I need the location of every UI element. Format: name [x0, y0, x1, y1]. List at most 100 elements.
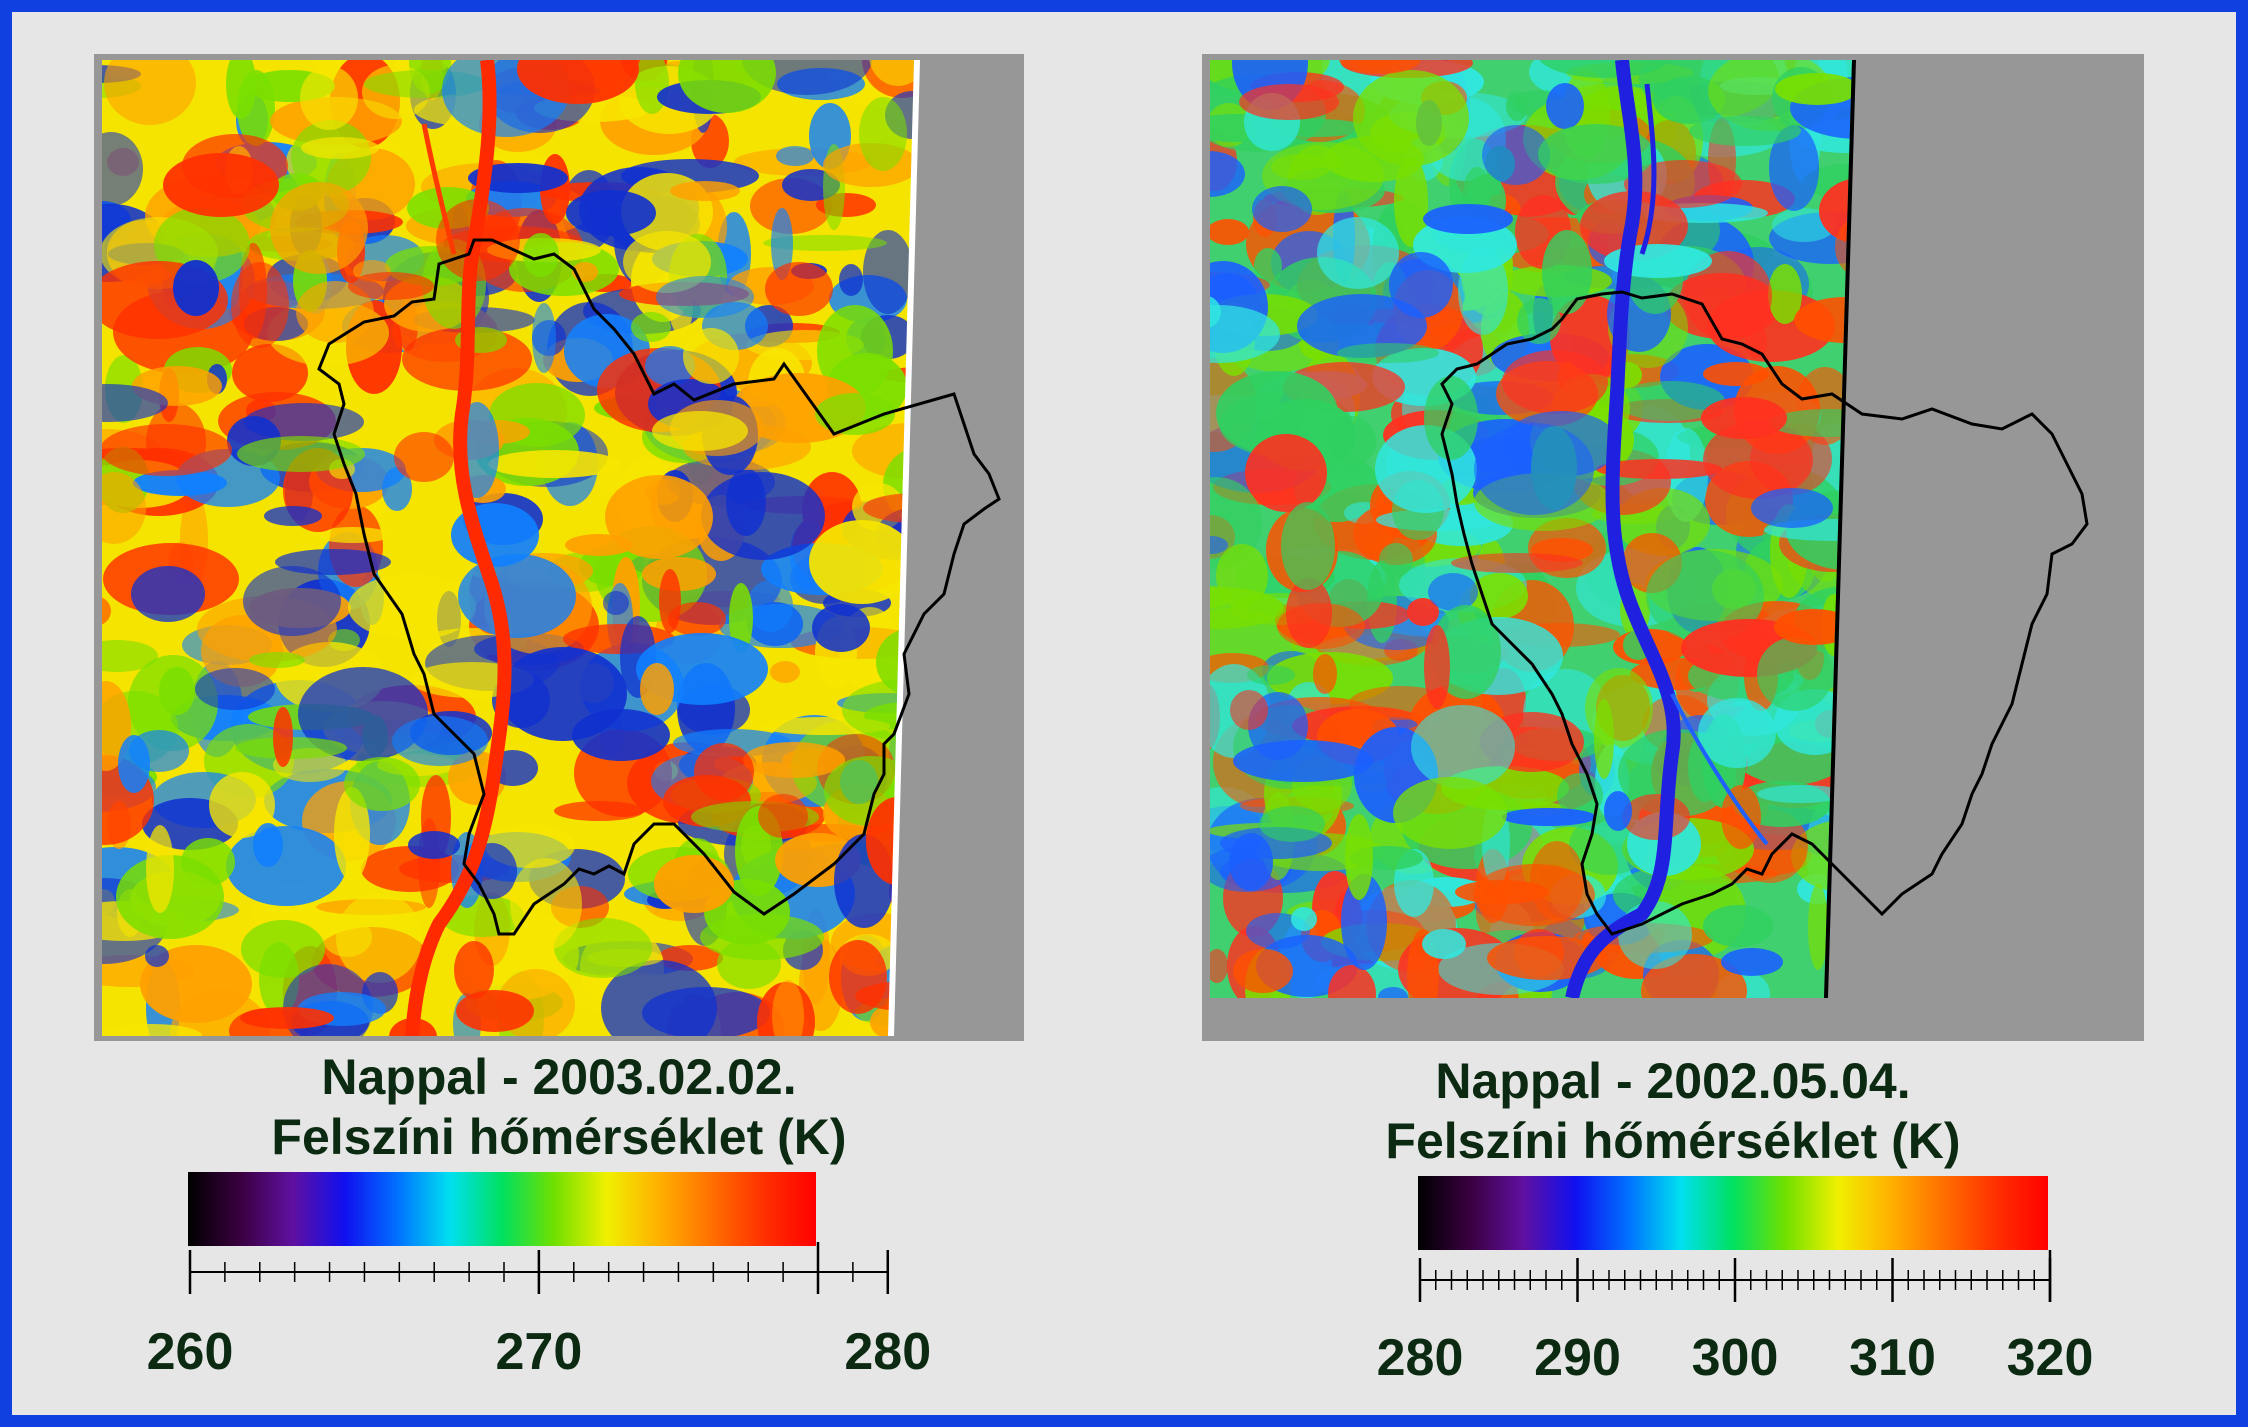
- temperature-patch: [102, 472, 146, 544]
- temperature-patch: [440, 895, 524, 937]
- temperature-patch: [642, 987, 770, 1036]
- temperature-patch: [1424, 625, 1450, 709]
- temperature-patch: [118, 735, 150, 793]
- temperature-patch: [382, 467, 412, 511]
- temperature-patch: [173, 260, 219, 316]
- temperature-patch: [1422, 929, 1466, 959]
- temperature-patch: [1835, 217, 1852, 277]
- temperature-patch: [1424, 376, 1478, 460]
- temperature-patch: [1239, 84, 1339, 120]
- temperature-patch: [456, 990, 534, 1032]
- scale-tick-label: 280: [1376, 1329, 1464, 1387]
- temperature-patch: [1757, 785, 1845, 803]
- temperature-patch: [249, 652, 305, 668]
- temperature-patch: [1701, 397, 1787, 439]
- temperature-patch: [683, 328, 739, 384]
- temperature-patch: [1233, 949, 1293, 993]
- temperature-patch: [1210, 219, 1249, 245]
- map-subtitle-right: Felszíni hőmérséklet (K): [1385, 1113, 1961, 1169]
- scale-tick-label: 270: [495, 1323, 583, 1381]
- temperature-patch: [1502, 350, 1608, 414]
- temperature-patch: [1411, 705, 1515, 789]
- budapest-boundary-right: [1440, 290, 2089, 936]
- temperature-patch: [348, 574, 476, 640]
- temperature-patch: [1317, 217, 1399, 289]
- temperature-patch: [1286, 578, 1332, 648]
- temperature-patch: [839, 264, 863, 296]
- scale-tick-label: 300: [1691, 1329, 1779, 1387]
- temperature-patch: [1394, 157, 1428, 247]
- temperature-patch: [554, 918, 652, 978]
- temperature-patch: [863, 230, 913, 314]
- temperature-patch: [603, 591, 629, 615]
- temperature-patch: [1259, 806, 1325, 842]
- temperature-patch: [301, 137, 379, 159]
- temperature-patch: [1684, 251, 1772, 341]
- temperature-patch: [1210, 536, 1228, 554]
- temperature-patch: [389, 1018, 437, 1036]
- temperature-patch: [1455, 880, 1549, 904]
- temperature-patch: [226, 826, 346, 906]
- temperature-patch: [656, 276, 754, 318]
- temperature-patch: [694, 743, 754, 801]
- temperature-patch: [631, 312, 671, 342]
- temperature-patch: [454, 941, 494, 999]
- map-title-right: Nappal - 2002.05.04.: [1435, 1053, 1911, 1109]
- temperature-patch: [102, 1024, 202, 1036]
- temperature-patch: [1751, 488, 1833, 528]
- scale-tick-label: 280: [844, 1323, 932, 1381]
- danube-river-right: [1565, 60, 1681, 998]
- temperature-patch: [195, 668, 275, 710]
- temperature-patch: [1210, 949, 1228, 983]
- temperature-patch: [765, 262, 833, 316]
- temperature-patch: [1247, 665, 1295, 685]
- temperature-patch: [1819, 178, 1852, 244]
- temperature-patch: [1210, 305, 1280, 363]
- map-subtitle-left: Felszíni hőmérséklet (K): [271, 1109, 847, 1165]
- scale-tick-label: 290: [1534, 1329, 1621, 1387]
- temperature-patch: [1423, 204, 1513, 234]
- temperature-patch: [1791, 820, 1852, 892]
- temperature-patch: [334, 787, 370, 881]
- temperature-patch: [1291, 907, 1317, 931]
- temperature-patch: [1517, 298, 1561, 344]
- temperature-patch: [240, 1007, 334, 1029]
- temperature-patch: [232, 344, 308, 402]
- temperature-patch: [128, 655, 218, 751]
- swath-edge-left: [888, 60, 920, 1036]
- temperature-patch: [1378, 987, 1408, 998]
- temperature-patch: [1339, 60, 1421, 74]
- temperature-patch: [652, 411, 748, 451]
- temperature-patch: [488, 450, 620, 478]
- temperature-patch: [243, 566, 341, 636]
- temperature-patch: [209, 772, 275, 838]
- temperature-patch: [824, 756, 914, 826]
- temperature-patch: [394, 432, 454, 482]
- temperature-patch: [226, 60, 256, 119]
- temperature-patch: [771, 208, 793, 280]
- temperature-patch: [1622, 794, 1690, 840]
- temperature-patch: [408, 831, 460, 859]
- scale-axis-right: [1418, 1250, 2052, 1302]
- temperature-patch: [1341, 874, 1387, 970]
- temperature-patch: [348, 272, 434, 300]
- temperature-patch: [392, 716, 488, 766]
- temperature-patch: [1271, 154, 1331, 180]
- temperature-patch: [344, 757, 420, 811]
- temperature-patch: [729, 583, 753, 653]
- temperature-patch: [1428, 573, 1478, 611]
- temperature-patch: [640, 663, 674, 715]
- panel-left: Nappal - 2003.02.02. Felszíni hőmérsékle…: [12, 12, 1136, 1415]
- temperature-patch: [104, 60, 196, 125]
- colorbar-left: [188, 1172, 816, 1246]
- temperature-patch: [701, 472, 825, 560]
- temperature-patch: [1698, 698, 1776, 768]
- map-frame-right: [1202, 54, 2144, 1041]
- temperature-patch: [670, 181, 740, 201]
- temperature-patch: [145, 945, 169, 967]
- temperature-patch: [1393, 777, 1507, 849]
- temperature-patch: [1703, 421, 1813, 499]
- temperature-patch: [776, 146, 814, 166]
- temperature-patch: [809, 520, 914, 604]
- temperature-patch: [270, 182, 368, 274]
